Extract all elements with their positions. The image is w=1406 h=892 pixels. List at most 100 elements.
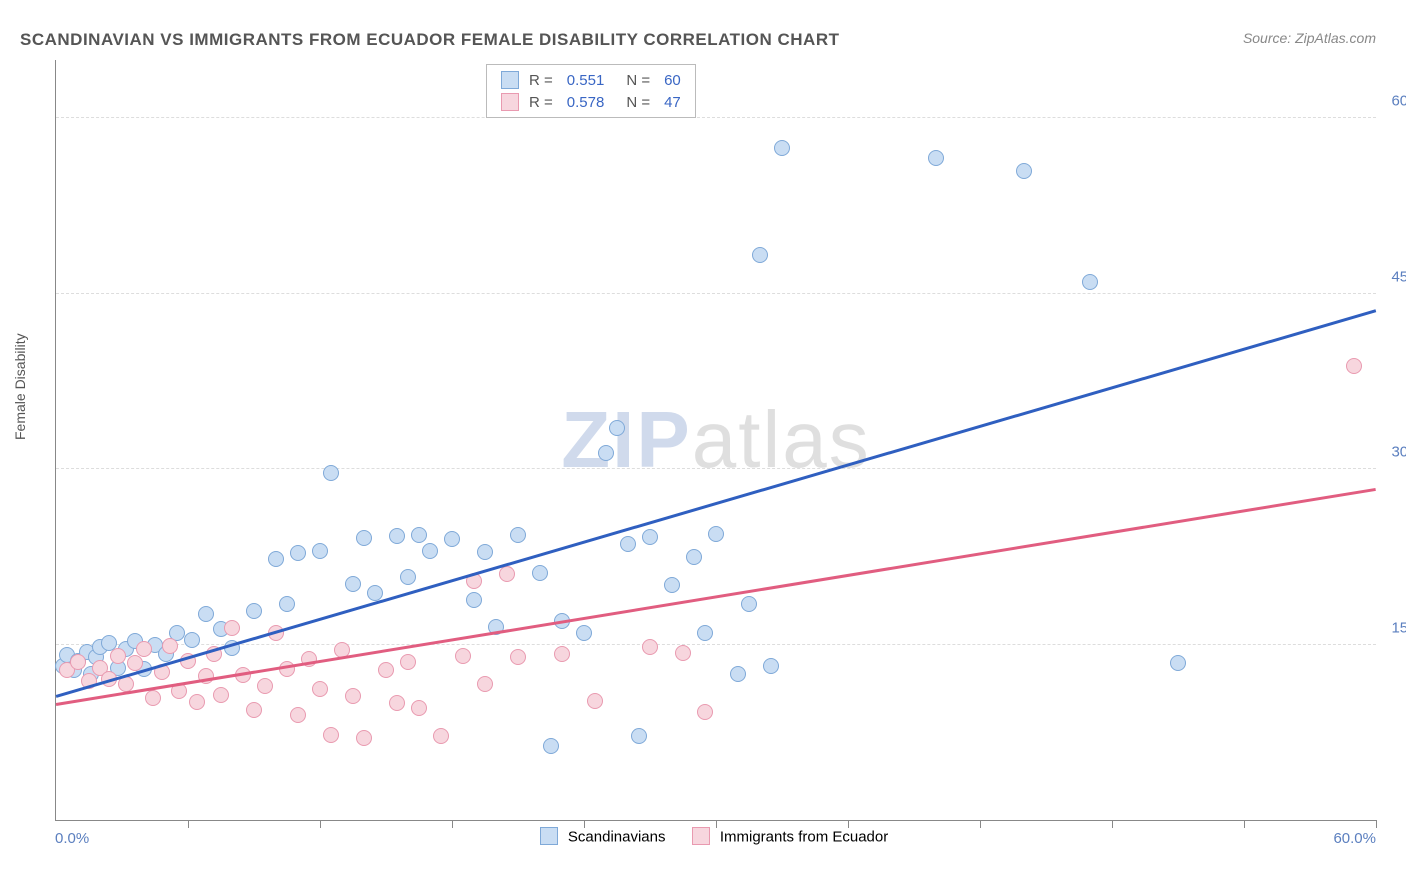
scatter-point [620, 536, 636, 552]
scatter-point [576, 625, 592, 641]
scatter-point [664, 577, 680, 593]
trendline [56, 309, 1377, 697]
legend-r-label: R = [529, 72, 553, 89]
scatter-point [345, 688, 361, 704]
scatter-point [184, 632, 200, 648]
y-tick-label: 30.0% [1391, 444, 1406, 461]
scatter-point [1170, 655, 1186, 671]
scatter-point [686, 549, 702, 565]
scatter-point [763, 658, 779, 674]
scatter-point [312, 543, 328, 559]
x-tick [848, 820, 849, 828]
scatter-point [642, 529, 658, 545]
legend-r-label: R = [529, 94, 553, 111]
source-attribution: Source: ZipAtlas.com [1243, 30, 1376, 46]
gridline [56, 117, 1376, 118]
scatter-point [730, 666, 746, 682]
scatter-point [213, 687, 229, 703]
correlation-legend: R = 0.551 N = 60 R = 0.578 N = 47 [486, 64, 696, 118]
scatter-point [477, 676, 493, 692]
scatter-point [189, 694, 205, 710]
legend-n-value: 47 [664, 94, 681, 111]
scatter-point [224, 620, 240, 636]
scatter-point [444, 531, 460, 547]
scatter-point [697, 704, 713, 720]
x-tick [320, 820, 321, 828]
legend-row: R = 0.551 N = 60 [501, 69, 681, 91]
scatter-point [510, 527, 526, 543]
y-tick-label: 15.0% [1391, 619, 1406, 636]
gridline [56, 293, 1376, 294]
watermark-part2: atlas [692, 395, 871, 484]
x-tick [980, 820, 981, 828]
scatter-point [928, 150, 944, 166]
scatter-point [110, 648, 126, 664]
scatter-point [697, 625, 713, 641]
scatter-point [510, 649, 526, 665]
series-label: Immigrants from Ecuador [720, 829, 888, 846]
gridline [56, 644, 1376, 645]
y-tick-label: 45.0% [1391, 268, 1406, 285]
scatter-point [1346, 358, 1362, 374]
scatter-point [1016, 163, 1032, 179]
scatter-point [290, 707, 306, 723]
scatter-point [268, 551, 284, 567]
x-tick [584, 820, 585, 828]
scatter-point [257, 678, 273, 694]
scatter-point [422, 543, 438, 559]
x-tick [1376, 820, 1377, 828]
legend-n-label: N = [626, 94, 650, 111]
legend-swatch-blue [540, 827, 558, 845]
chart-container: SCANDINAVIAN VS IMMIGRANTS FROM ECUADOR … [0, 0, 1406, 892]
scatter-point [675, 645, 691, 661]
scatter-point [708, 526, 724, 542]
scatter-point [400, 569, 416, 585]
scatter-point [312, 681, 328, 697]
scatter-point [499, 566, 515, 582]
chart-title: SCANDINAVIAN VS IMMIGRANTS FROM ECUADOR … [20, 30, 840, 50]
legend-swatch-pink [501, 93, 519, 111]
plot-area: ZIPatlas R = 0.551 N = 60 R = 0.578 N = … [55, 60, 1376, 821]
x-tick [1244, 820, 1245, 828]
gridline [56, 468, 1376, 469]
series-label: Scandinavians [568, 829, 666, 846]
scatter-point [290, 545, 306, 561]
scatter-point [631, 728, 647, 744]
scatter-point [411, 527, 427, 543]
y-tick-label: 60.0% [1391, 93, 1406, 110]
scatter-point [466, 592, 482, 608]
x-tick [452, 820, 453, 828]
scatter-point [356, 730, 372, 746]
scatter-point [752, 247, 768, 263]
scatter-point [378, 662, 394, 678]
scatter-point [323, 465, 339, 481]
scatter-point [345, 576, 361, 592]
scatter-point [741, 596, 757, 612]
scatter-point [532, 565, 548, 581]
scatter-point [367, 585, 383, 601]
scatter-point [70, 654, 86, 670]
scatter-point [1082, 274, 1098, 290]
scatter-point [145, 690, 161, 706]
scatter-point [198, 606, 214, 622]
scatter-point [279, 596, 295, 612]
legend-n-label: N = [626, 72, 650, 89]
scatter-point [455, 648, 471, 664]
trendline [56, 488, 1376, 706]
series-legend: Scandinavians Immigrants from Ecuador [0, 828, 1406, 846]
scatter-point [389, 695, 405, 711]
watermark-part1: ZIP [561, 395, 691, 484]
scatter-point [543, 738, 559, 754]
scatter-point [246, 603, 262, 619]
scatter-point [400, 654, 416, 670]
x-tick [188, 820, 189, 828]
y-axis-title: Female Disability [12, 333, 28, 440]
x-tick [1112, 820, 1113, 828]
scatter-point [609, 420, 625, 436]
legend-r-value: 0.578 [567, 94, 605, 111]
scatter-point [433, 728, 449, 744]
legend-swatch-blue [501, 71, 519, 89]
scatter-point [774, 140, 790, 156]
legend-swatch-pink [692, 827, 710, 845]
legend-n-value: 60 [664, 72, 681, 89]
